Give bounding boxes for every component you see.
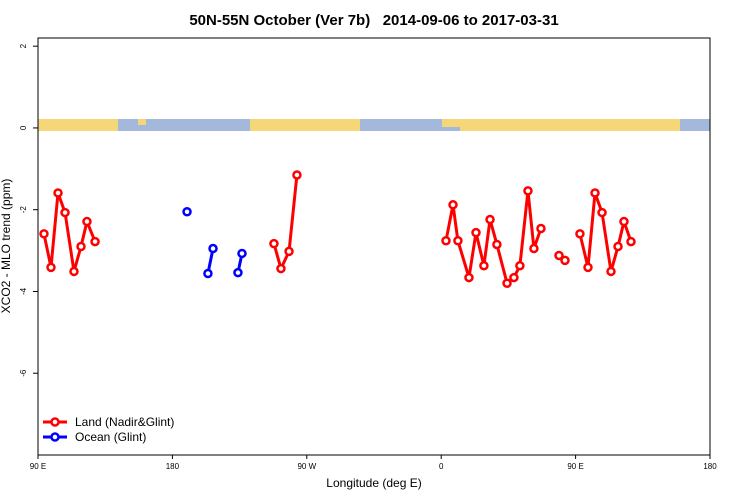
x-tick-label: 90 W xyxy=(297,462,316,471)
point xyxy=(485,214,495,225)
point xyxy=(53,188,63,198)
y-tick-label: -6 xyxy=(19,369,28,377)
point xyxy=(536,223,546,234)
point xyxy=(60,207,70,218)
point xyxy=(203,268,213,279)
chart-title: 50N-55N October (Ver 7b) 2014-09-06 to 2… xyxy=(189,12,558,29)
x-tick-label: 180 xyxy=(703,462,717,471)
point xyxy=(237,248,247,259)
series-line xyxy=(42,174,633,285)
point xyxy=(575,229,585,239)
point xyxy=(76,241,86,252)
legend-label: Ocean (Glint) xyxy=(75,430,146,444)
point xyxy=(471,227,481,238)
point xyxy=(613,241,623,252)
point xyxy=(606,266,616,277)
point xyxy=(276,263,286,274)
point xyxy=(441,236,451,246)
y-tick-label: -4 xyxy=(19,287,28,295)
x-tick-label: 90 E xyxy=(30,462,46,471)
point xyxy=(464,272,474,283)
point xyxy=(619,216,629,227)
point xyxy=(208,243,218,254)
point xyxy=(46,262,56,273)
x-tick-label: 180 xyxy=(166,462,180,471)
point xyxy=(69,266,79,277)
point xyxy=(39,229,49,239)
point xyxy=(502,278,512,289)
x-tick-label: 90 E xyxy=(567,462,583,471)
y-tick-label: 0 xyxy=(19,125,28,130)
x-axis-label: Longitude (deg E) xyxy=(326,476,421,490)
point xyxy=(523,186,533,196)
point xyxy=(448,200,458,210)
legend-marker xyxy=(50,432,60,442)
point xyxy=(554,250,564,261)
point xyxy=(515,260,525,271)
legend-marker xyxy=(50,417,60,427)
point xyxy=(182,207,192,217)
y-tick-label: -2 xyxy=(19,206,28,214)
y-axis-label: XCO2 - MLO trend (ppm) xyxy=(0,179,13,314)
point xyxy=(284,246,294,257)
point xyxy=(597,207,607,218)
point xyxy=(626,236,636,247)
point xyxy=(269,238,279,249)
point xyxy=(292,170,302,180)
point xyxy=(583,262,593,273)
y-tick-label: 2 xyxy=(19,43,28,48)
point xyxy=(509,272,519,283)
land-ocean-strip xyxy=(38,119,710,131)
point xyxy=(529,243,539,254)
point xyxy=(479,260,489,271)
legend-label: Land (Nadir&Glint) xyxy=(75,415,174,429)
point xyxy=(90,236,100,247)
point xyxy=(82,216,92,227)
point xyxy=(453,236,463,246)
point xyxy=(590,188,600,198)
point xyxy=(233,267,243,278)
plot-frame xyxy=(37,37,711,456)
point xyxy=(560,255,570,266)
point xyxy=(492,239,502,250)
x-tick-label: 0 xyxy=(439,462,444,471)
